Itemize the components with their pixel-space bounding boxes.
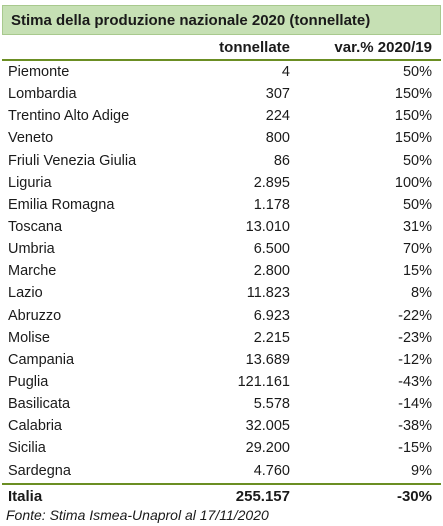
tonnes-cell: 2.800: [253, 263, 290, 280]
tonnes-cell: 6.923: [253, 307, 290, 324]
region-cell: Abruzzo: [8, 307, 62, 324]
region-cell: Umbria: [8, 241, 55, 258]
total-variation: -30%: [396, 488, 432, 505]
region-cell: Basilicata: [8, 396, 71, 413]
table-row: Campania 13.689 -12%: [2, 349, 441, 371]
total-region: Italia: [8, 488, 43, 505]
region-cell: Molise: [8, 329, 50, 346]
tonnes-cell: 1.178: [253, 196, 290, 213]
region-cell: Veneto: [8, 130, 54, 147]
variation-cell: 150%: [394, 130, 432, 147]
variation-cell: 100%: [394, 174, 432, 191]
variation-cell: -12%: [398, 351, 432, 368]
tonnes-cell: 2.215: [253, 329, 290, 346]
table-row: Piemonte 4 50%: [2, 61, 441, 83]
table-row: Lombardia 307 150%: [2, 83, 441, 105]
region-cell: Emilia Romagna: [8, 196, 115, 213]
tonnes-cell: 29.200: [245, 440, 290, 457]
table-row: Abruzzo 6.923 -22%: [2, 305, 441, 327]
tonnes-cell: 121.161: [237, 373, 290, 390]
region-cell: Toscana: [8, 218, 63, 235]
variation-cell: 70%: [402, 241, 432, 258]
variation-cell: -14%: [398, 396, 432, 413]
variation-cell: 15%: [402, 263, 432, 280]
tonnes-cell: 224: [265, 108, 290, 125]
table-row: Veneto 800 150%: [2, 127, 441, 149]
table-row: Trentino Alto Adige 224 150%: [2, 105, 441, 127]
table-row: Emilia Romagna 1.178 50%: [2, 194, 441, 216]
table-row: Calabria 32.005 -38%: [2, 415, 441, 437]
variation-cell: 9%: [411, 462, 432, 479]
table-row: Umbria 6.500 70%: [2, 238, 441, 260]
table-header-row: tonnellate var.% 2020/19: [2, 35, 441, 61]
variation-cell: -43%: [398, 373, 432, 390]
table-row: Liguria 2.895 100%: [2, 172, 441, 194]
tonnes-cell: 13.689: [245, 351, 290, 368]
table-row: Sardegna 4.760 9%: [2, 460, 441, 482]
tonnes-cell: 800: [265, 130, 290, 147]
region-cell: Piemonte: [8, 64, 70, 80]
variation-cell: -38%: [398, 418, 432, 435]
variation-cell: -15%: [398, 440, 432, 457]
total-row: Italia 255.157 -30%: [2, 483, 441, 507]
tonnes-cell: 13.010: [245, 218, 290, 235]
variation-cell: 50%: [402, 64, 432, 80]
total-tonnes: 255.157: [235, 488, 290, 505]
variation-cell: 150%: [394, 108, 432, 125]
table-row: Puglia 121.161 -43%: [2, 371, 441, 393]
tonnes-cell: 2.895: [253, 174, 290, 191]
region-cell: Lazio: [8, 285, 43, 302]
table-title: Stima della produzione nazionale 2020 (t…: [2, 5, 441, 35]
header-variation: var.% 2020/19: [334, 39, 432, 56]
variation-cell: 50%: [402, 196, 432, 213]
tonnes-cell: 6.500: [253, 241, 290, 258]
table-row: Basilicata 5.578 -14%: [2, 393, 441, 415]
region-cell: Sicilia: [8, 440, 46, 457]
table-row: Sicilia 29.200 -15%: [2, 437, 441, 459]
region-cell: Campania: [8, 351, 75, 368]
region-cell: Trentino Alto Adige: [8, 108, 130, 125]
region-cell: Lombardia: [8, 86, 77, 103]
table-row: Friuli Venezia Giulia 86 50%: [2, 150, 441, 172]
table-row: Molise 2.215 -23%: [2, 327, 441, 349]
source-note: Fonte: Stima Ismea-Unaprol al 17/11/2020: [6, 507, 269, 523]
tonnes-cell: 11.823: [246, 285, 290, 302]
variation-cell: -22%: [398, 307, 432, 324]
tonnes-cell: 5.578: [253, 396, 290, 413]
tonnes-cell: 4.760: [253, 462, 290, 479]
variation-cell: 31%: [402, 218, 432, 235]
region-cell: Calabria: [8, 418, 62, 435]
region-cell: Friuli Venezia Giulia: [8, 152, 137, 169]
region-cell: Marche: [8, 263, 57, 280]
region-cell: Puglia: [8, 373, 49, 390]
variation-cell: 8%: [411, 285, 432, 302]
table-row: Lazio 11.823 8%: [2, 282, 441, 304]
header-tonnes: tonnellate: [219, 39, 290, 56]
table-row: Marche 2.800 15%: [2, 260, 441, 282]
variation-cell: -23%: [398, 329, 432, 346]
tonnes-cell: 86: [273, 152, 290, 169]
variation-cell: 150%: [394, 86, 432, 103]
variation-cell: 50%: [402, 152, 432, 169]
region-cell: Sardegna: [8, 462, 71, 479]
table-row: Toscana 13.010 31%: [2, 216, 441, 238]
tonnes-cell: 307: [265, 86, 290, 103]
tonnes-cell: 4: [281, 64, 290, 80]
region-cell: Liguria: [8, 174, 52, 191]
tonnes-cell: 32.005: [245, 418, 290, 435]
table-body: Piemonte 4 50% Lombardia 307 150% Trentino Alt…: [2, 61, 441, 482]
